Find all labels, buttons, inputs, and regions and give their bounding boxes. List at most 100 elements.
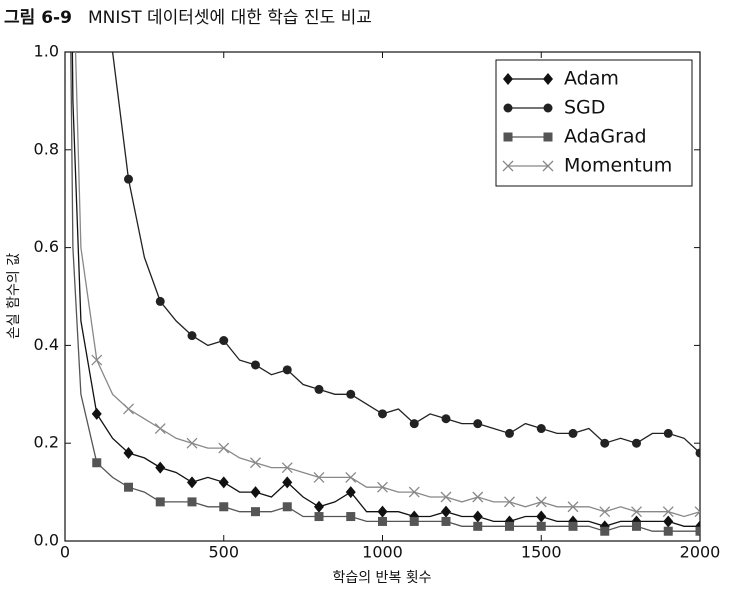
y-axis-label: 손실 함수의 값 (6, 253, 22, 339)
marker (567, 501, 579, 513)
x-tick-label: 0 (60, 543, 70, 562)
marker (631, 506, 642, 518)
marker (91, 407, 102, 420)
marker (441, 414, 451, 424)
marker (250, 457, 261, 469)
marker (282, 365, 292, 375)
marker (662, 506, 674, 518)
marker (695, 526, 700, 536)
marker (345, 486, 356, 499)
marker (155, 497, 165, 507)
y-tick-label: 0.2 (34, 433, 59, 452)
marker (600, 526, 610, 536)
legend-box (495, 59, 693, 187)
figure-label: 그림 6-9 (4, 8, 72, 28)
marker (504, 496, 515, 508)
marker (543, 73, 553, 85)
marker (536, 510, 547, 523)
y-tick-label: 0.0 (34, 531, 59, 550)
marker (155, 296, 165, 306)
marker (695, 448, 700, 458)
marker (314, 500, 324, 513)
marker (409, 419, 419, 429)
marker (155, 461, 166, 474)
series-line (74, 52, 700, 518)
marker (124, 174, 133, 184)
marker (154, 423, 166, 434)
marker (187, 497, 197, 507)
marker (473, 419, 483, 429)
marker (441, 516, 451, 526)
plot-area (70, 52, 700, 536)
marker (250, 486, 261, 499)
legend-label: SGD (564, 97, 605, 119)
marker (663, 428, 673, 438)
marker (187, 476, 197, 489)
marker (568, 428, 578, 438)
marker (218, 442, 230, 454)
marker (503, 132, 513, 142)
legend-label: AdaGrad (564, 126, 647, 148)
marker (92, 458, 102, 468)
marker (346, 512, 356, 522)
marker (543, 103, 553, 113)
marker (219, 336, 229, 346)
marker (440, 491, 452, 503)
legend-label: Adam (564, 68, 619, 90)
marker (663, 515, 674, 528)
marker (218, 476, 229, 489)
marker (472, 510, 483, 523)
marker (378, 516, 387, 526)
marker (694, 506, 700, 518)
marker (91, 354, 103, 366)
marker (313, 471, 325, 483)
marker (377, 505, 388, 518)
marker (346, 389, 356, 399)
marker (505, 428, 514, 438)
marker (473, 521, 483, 531)
marker (632, 438, 641, 448)
marker (282, 476, 293, 489)
marker (543, 132, 553, 142)
y-tick-label: 1.0 (34, 42, 59, 61)
marker (186, 437, 198, 449)
marker (663, 526, 673, 536)
chart-title: MNIST 데이터셋에 대한 학습 진도 비교 (88, 8, 372, 28)
marker (124, 482, 133, 492)
marker (251, 507, 260, 517)
marker (472, 491, 484, 503)
marker (251, 360, 260, 370)
marker (345, 471, 357, 483)
y-tick-label: 0.6 (34, 237, 59, 256)
marker (536, 424, 546, 434)
x-tick-label: 1000 (362, 543, 403, 562)
marker (536, 521, 546, 531)
y-tick-label: 0.4 (34, 335, 59, 354)
x-tick-label: 2000 (680, 543, 721, 562)
marker (378, 409, 387, 419)
marker (535, 496, 547, 508)
marker (542, 160, 554, 172)
marker (187, 331, 197, 341)
marker (123, 446, 134, 459)
marker (503, 103, 513, 113)
marker (408, 486, 420, 498)
x-axis-label: 학습의 반복 횟수 (332, 570, 431, 586)
x-tick-label: 1500 (521, 543, 562, 562)
marker (314, 512, 324, 522)
marker (600, 438, 610, 448)
marker (632, 521, 641, 531)
marker (441, 505, 451, 518)
marker (219, 502, 229, 512)
x-tick-label: 500 (208, 543, 239, 562)
series-line (111, 52, 700, 454)
marker (377, 481, 388, 493)
marker (599, 506, 611, 518)
marker (502, 160, 514, 172)
marker (281, 462, 293, 474)
marker (123, 403, 134, 415)
marker (282, 502, 292, 512)
marker (503, 73, 513, 85)
legend-label: Momentum (564, 155, 672, 177)
